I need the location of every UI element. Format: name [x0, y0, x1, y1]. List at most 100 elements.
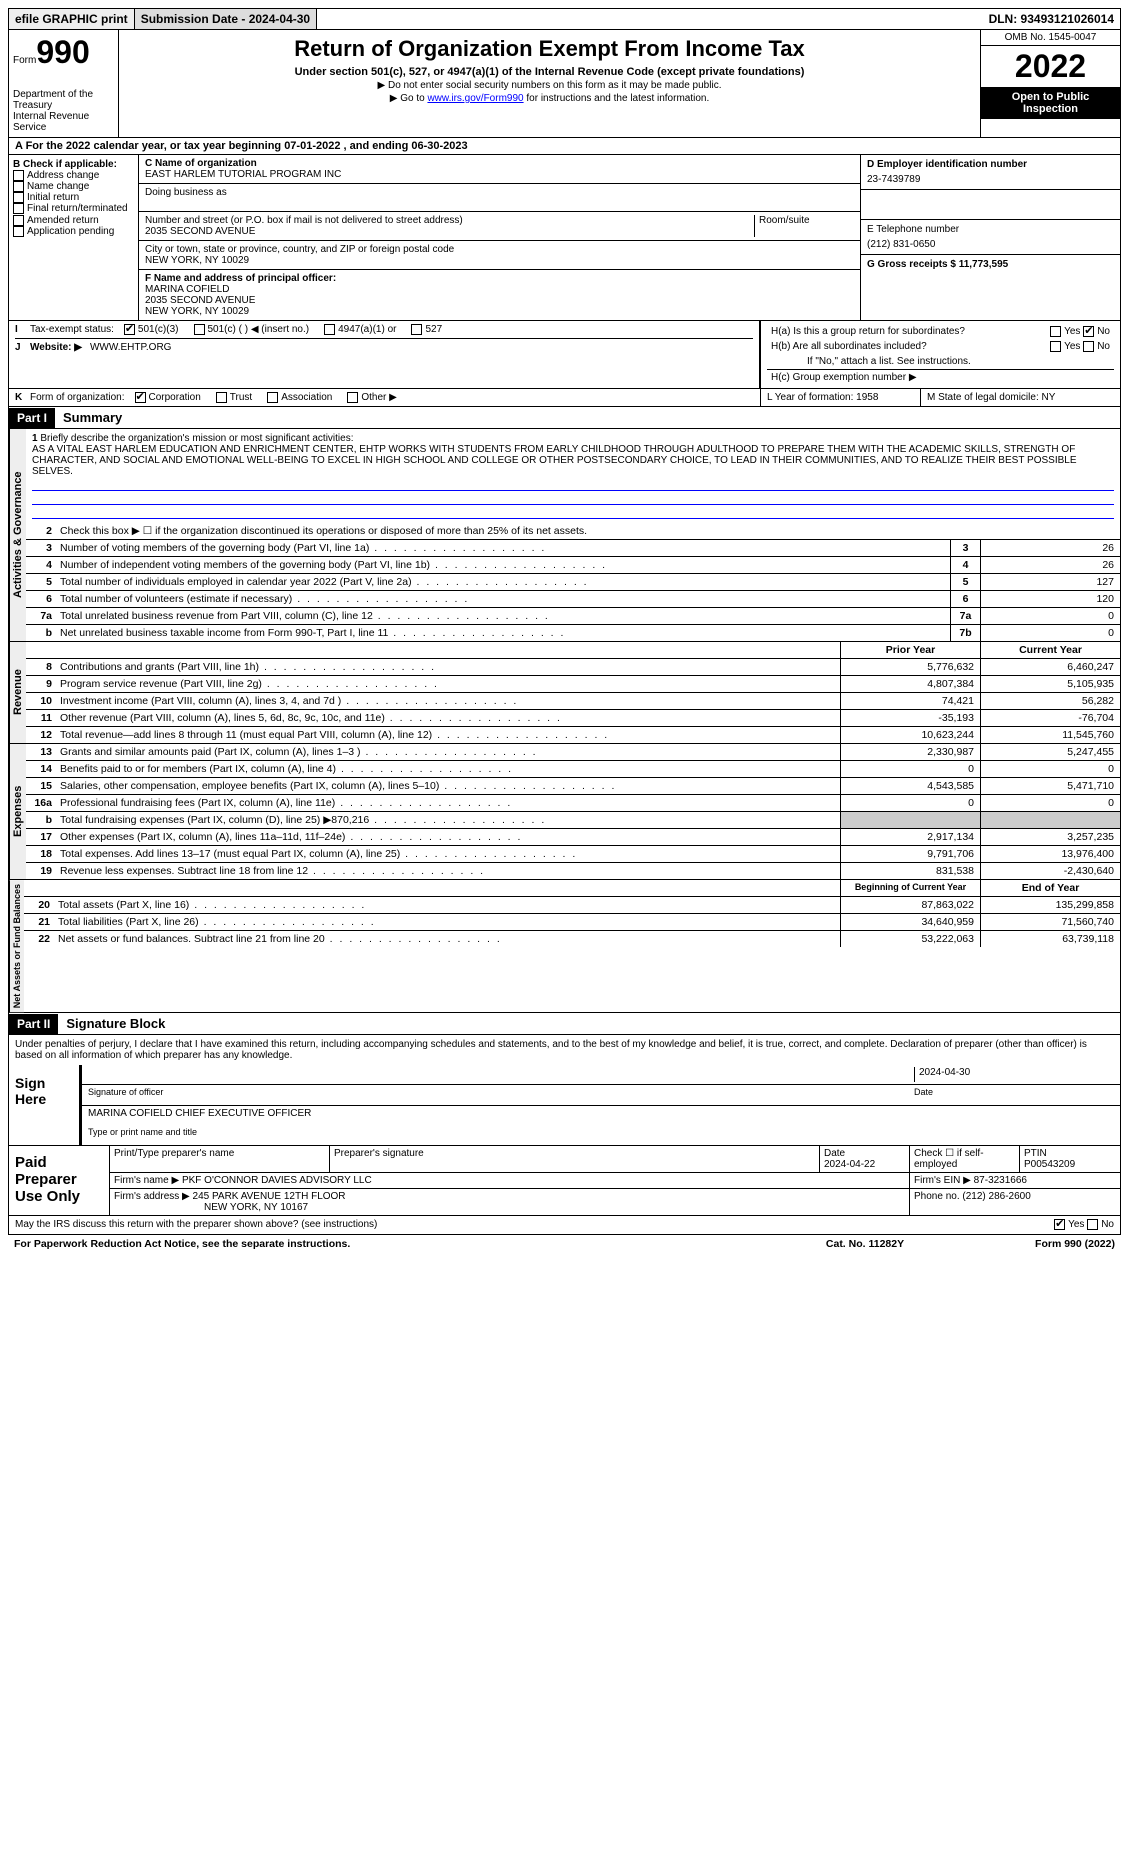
row-i-h: I Tax-exempt status: 501(c)(3) 501(c) ( …	[8, 321, 1121, 389]
checkbox-discuss-no[interactable]	[1087, 1219, 1098, 1230]
irs-label: Internal Revenue Service	[13, 111, 114, 133]
footer: For Paperwork Reduction Act Notice, see …	[8, 1235, 1121, 1253]
checkbox-501c3[interactable]	[124, 324, 135, 335]
checkbox-4947[interactable]	[324, 324, 335, 335]
firm-name: PKF O'CONNOR DAVIES ADVISORY LLC	[182, 1175, 372, 1186]
line-17: Other expenses (Part IX, column (A), lin…	[56, 829, 840, 845]
part1-header: Part I Summary	[9, 407, 1120, 428]
officer-city: NEW YORK, NY 10029	[145, 306, 854, 317]
line-8: Contributions and grants (Part VIII, lin…	[56, 659, 840, 675]
checkbox-527[interactable]	[411, 324, 422, 335]
line-2: Check this box ▶ ☐ if the organization d…	[56, 523, 1120, 539]
vert-label-rev: Revenue	[9, 642, 26, 743]
line-14: Benefits paid to or for members (Part IX…	[56, 761, 840, 777]
firm-phone: (212) 286-2600	[962, 1191, 1030, 1202]
checkbox-other[interactable]	[347, 392, 358, 403]
tax-year: 2022	[981, 46, 1120, 87]
year-formation: L Year of formation: 1958	[760, 389, 920, 406]
net-assets-section: Net Assets or Fund Balances Beginning of…	[8, 880, 1121, 1013]
firm-addr: 245 PARK AVENUE 12TH FLOOR	[193, 1191, 346, 1202]
room-suite-label: Room/suite	[754, 215, 854, 237]
prior-year-hdr: Prior Year	[840, 642, 980, 658]
officer-name: MARINA COFIELD	[145, 284, 854, 295]
checkbox-hb-yes[interactable]	[1050, 341, 1061, 352]
mission-label: Briefly describe the organization's miss…	[40, 433, 353, 444]
prep-name-label: Print/Type preparer's name	[110, 1146, 330, 1172]
checkbox-ha-no[interactable]	[1083, 326, 1094, 337]
ein-label: D Employer identification number	[867, 159, 1114, 170]
dept-treasury: Department of the Treasury	[13, 89, 114, 111]
officer-name-title: MARINA COFIELD CHIEF EXECUTIVE OFFICER	[88, 1108, 311, 1123]
org-name-label: C Name of organization	[145, 158, 854, 169]
checkbox-amended[interactable]	[13, 215, 24, 226]
signature-block: Under penalties of perjury, I declare th…	[8, 1035, 1121, 1216]
city-label: City or town, state or province, country…	[145, 244, 854, 255]
mission-text: AS A VITAL EAST HARLEM EDUCATION AND ENR…	[32, 444, 1114, 477]
revenue-section: Revenue Prior YearCurrent Year 8Contribu…	[8, 642, 1121, 744]
checkbox-final-return[interactable]	[13, 203, 24, 214]
sig-date: 2024-04-30	[914, 1067, 1114, 1082]
line-b: Total fundraising expenses (Part IX, col…	[56, 812, 840, 828]
form-prefix: Form	[13, 55, 36, 66]
topbar: efile GRAPHIC print Submission Date - 20…	[8, 8, 1121, 30]
line-9: Program service revenue (Part VIII, line…	[56, 676, 840, 692]
sign-here-label: Sign Here	[9, 1065, 79, 1145]
checkbox-application-pending[interactable]	[13, 226, 24, 237]
checkbox-discuss-yes[interactable]	[1054, 1219, 1065, 1230]
form-ref: Form 990 (2022)	[965, 1238, 1115, 1250]
part2-header: Part II Signature Block	[9, 1013, 1120, 1034]
state-domicile: M State of legal domicile: NY	[920, 389, 1120, 406]
line-11: Other revenue (Part VIII, column (A), li…	[56, 710, 840, 726]
note-link: ▶ Go to www.irs.gov/Form990 for instruct…	[125, 93, 974, 104]
hc-label: H(c) Group exemption number ▶	[767, 369, 1114, 385]
hb-label: H(b) Are all subordinates included?	[771, 341, 927, 352]
line-22: Net assets or fund balances. Subtract li…	[54, 931, 840, 947]
current-year-hdr: Current Year	[980, 642, 1120, 658]
checkbox-ha-yes[interactable]	[1050, 326, 1061, 337]
label-k: K	[15, 392, 30, 403]
line-7b: Net unrelated business taxable income fr…	[56, 625, 950, 641]
checkbox-501c[interactable]	[194, 324, 205, 335]
expenses-section: Expenses 13Grants and similar amounts pa…	[8, 744, 1121, 880]
checkbox-trust[interactable]	[216, 392, 227, 403]
beginning-year-hdr: Beginning of Current Year	[840, 880, 980, 896]
ein-value: 23-7439789	[867, 174, 1114, 185]
line-4: Number of independent voting members of …	[56, 557, 950, 573]
omb-number: OMB No. 1545-0047	[981, 30, 1120, 46]
line-13: Grants and similar amounts paid (Part IX…	[56, 744, 840, 760]
efile-button[interactable]: efile GRAPHIC print	[9, 9, 135, 29]
checkbox-corporation[interactable]	[135, 392, 146, 403]
hb-note: If "No," attach a list. See instructions…	[767, 354, 1114, 369]
line-6: Total number of volunteers (estimate if …	[56, 591, 950, 607]
line-16a: Professional fundraising fees (Part IX, …	[56, 795, 840, 811]
line-21: Total liabilities (Part X, line 26)	[54, 914, 840, 930]
vert-label-net: Net Assets or Fund Balances	[9, 880, 24, 1012]
may-irs-discuss: May the IRS discuss this return with the…	[8, 1216, 1121, 1234]
street-address: 2035 SECOND AVENUE	[145, 226, 754, 237]
note-ssn: ▶ Do not enter social security numbers o…	[125, 80, 974, 91]
date-label: Date	[914, 1087, 1114, 1103]
city-state-zip: NEW YORK, NY 10029	[145, 255, 854, 266]
label-i: I	[15, 324, 30, 335]
irs-link[interactable]: www.irs.gov/Form990	[427, 93, 523, 104]
org-name: EAST HARLEM TUTORIAL PROGRAM INC	[145, 169, 854, 180]
line-3: Number of voting members of the governin…	[56, 540, 950, 556]
line-20: Total assets (Part X, line 16)	[54, 897, 840, 913]
form-number: 990	[36, 34, 89, 70]
phone-label: E Telephone number	[867, 224, 1114, 235]
form-org-label: Form of organization:	[30, 392, 125, 403]
officer-addr: 2035 SECOND AVENUE	[145, 295, 854, 306]
checkbox-name-change[interactable]	[13, 181, 24, 192]
website-value: WWW.EHTP.ORG	[90, 342, 171, 353]
checkbox-initial-return[interactable]	[13, 192, 24, 203]
subtitle: Under section 501(c), 527, or 4947(a)(1)…	[125, 66, 974, 78]
checkbox-association[interactable]	[267, 392, 278, 403]
firm-city: NEW YORK, NY 10167	[204, 1202, 308, 1213]
checkbox-hb-no[interactable]	[1083, 341, 1094, 352]
checkbox-address-change[interactable]	[13, 170, 24, 181]
submission-date[interactable]: Submission Date - 2024-04-30	[135, 9, 317, 29]
addr-label: Number and street (or P.O. box if mail i…	[145, 215, 754, 226]
sig-officer-label: Signature of officer	[88, 1087, 914, 1103]
line-10: Investment income (Part VIII, column (A)…	[56, 693, 840, 709]
line-15: Salaries, other compensation, employee b…	[56, 778, 840, 794]
